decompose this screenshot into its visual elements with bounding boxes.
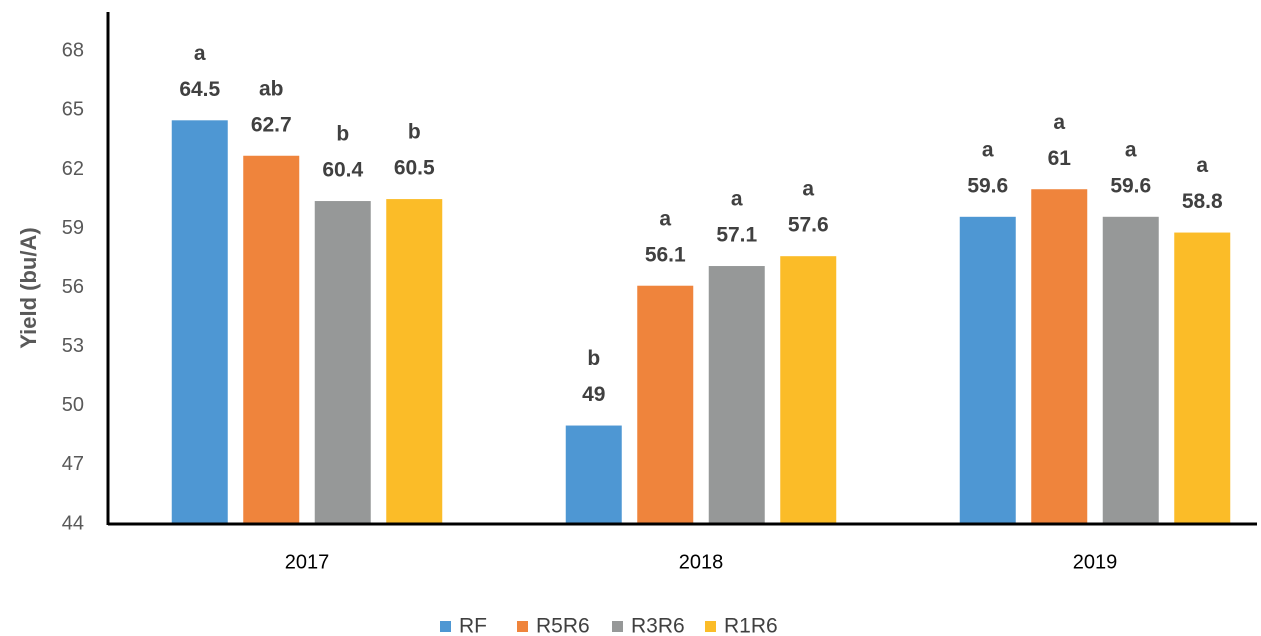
bar xyxy=(243,155,300,524)
bar xyxy=(1031,189,1088,524)
bar xyxy=(386,199,443,525)
y-tick-label: 47 xyxy=(62,453,84,475)
annotation: a xyxy=(1125,138,1137,161)
value-label: 61 xyxy=(1048,147,1072,170)
y-axis-label: Yield (bu/A) xyxy=(16,227,41,348)
value-label: 57.1 xyxy=(716,224,757,247)
annotation: a xyxy=(194,42,206,65)
annotation: a xyxy=(1053,111,1065,134)
legend-label: RF xyxy=(459,615,487,636)
value-label: 60.5 xyxy=(394,157,435,180)
x-tick-label: 2018 xyxy=(679,551,724,573)
bar xyxy=(314,201,371,525)
x-tick-label: 2017 xyxy=(285,551,330,573)
legend-label: R5R6 xyxy=(536,615,590,636)
annotation: ab xyxy=(259,77,284,100)
value-label: 59.6 xyxy=(967,174,1008,197)
legend-swatch xyxy=(440,621,451,632)
annotation: a xyxy=(802,178,814,201)
bar xyxy=(1174,232,1231,525)
legend-label: R3R6 xyxy=(631,615,685,636)
bar xyxy=(1102,216,1159,525)
y-tick-label: 65 xyxy=(62,99,84,121)
value-label: 62.7 xyxy=(251,113,292,136)
annotation: a xyxy=(982,138,994,161)
legend-swatch xyxy=(517,621,528,632)
bar xyxy=(959,216,1016,525)
legend-swatch xyxy=(705,621,716,632)
annotation: b xyxy=(408,121,421,144)
annotation: a xyxy=(1196,154,1208,177)
bar xyxy=(171,120,228,525)
value-label: 49 xyxy=(582,383,605,406)
value-label: 57.6 xyxy=(788,214,829,237)
value-label: 59.6 xyxy=(1110,174,1151,197)
y-tick-label: 59 xyxy=(62,217,84,239)
legend-swatch xyxy=(612,621,623,632)
bar xyxy=(780,256,837,524)
x-tick-label: 2019 xyxy=(1073,551,1118,573)
bar xyxy=(565,425,622,524)
y-tick-label: 53 xyxy=(62,335,84,357)
y-tick-label: 44 xyxy=(62,512,84,534)
value-label: 60.4 xyxy=(322,159,363,182)
value-label: 56.1 xyxy=(645,243,686,266)
annotation: a xyxy=(731,188,743,211)
value-label: 58.8 xyxy=(1182,190,1223,213)
y-tick-label: 56 xyxy=(62,276,84,298)
y-tick-label: 62 xyxy=(62,158,84,180)
annotation: a xyxy=(659,207,671,230)
legend-label: R1R6 xyxy=(724,615,778,636)
bar xyxy=(637,285,694,524)
y-tick-label: 50 xyxy=(62,394,84,416)
bar xyxy=(708,266,765,524)
y-tick-label: 68 xyxy=(62,40,84,62)
annotation: b xyxy=(587,347,600,370)
value-label: 64.5 xyxy=(179,78,220,101)
annotation: b xyxy=(336,123,349,146)
